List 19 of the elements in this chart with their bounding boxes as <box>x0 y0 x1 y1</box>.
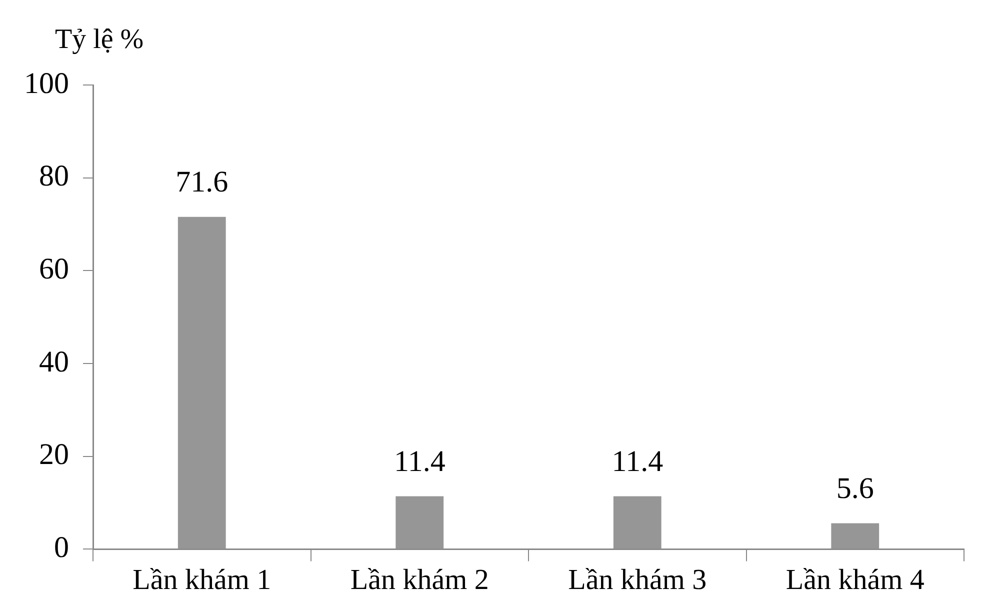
x-tick-label: Lần khám 2 <box>350 564 489 596</box>
bar <box>178 216 226 549</box>
bar <box>396 496 444 549</box>
x-tick-label: Lần khám 3 <box>568 564 707 596</box>
bar <box>613 496 662 549</box>
bar <box>831 523 880 549</box>
y-tick-label: 40 <box>39 345 69 378</box>
y-tick-label: 100 <box>24 66 69 100</box>
y-tick-label: 60 <box>39 252 69 286</box>
y-tick-label: 80 <box>39 160 69 193</box>
x-tick-label: Lần khám 1 <box>132 564 272 596</box>
data-label: 71.6 <box>176 166 228 199</box>
data-label: 11.4 <box>394 445 446 478</box>
y-tick-label: 0 <box>54 531 69 564</box>
y-tick-label: 20 <box>39 438 69 472</box>
data-label: 11.4 <box>612 445 664 478</box>
x-tick-label: Lần khám 4 <box>786 564 925 596</box>
y-axis-title: Tỷ lệ % <box>55 24 144 55</box>
data-label: 5.6 <box>836 472 874 506</box>
